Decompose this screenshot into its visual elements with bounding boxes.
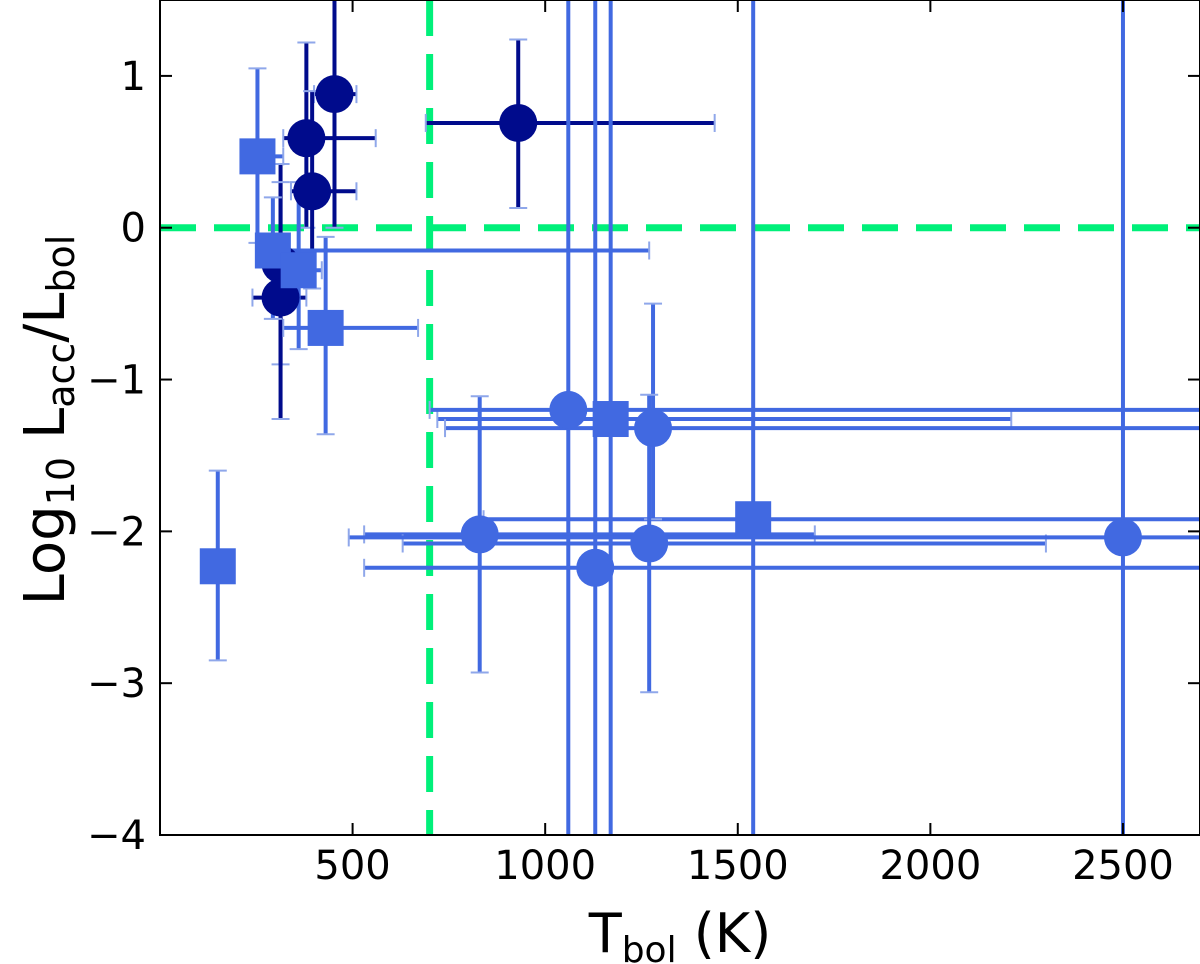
y-axis-label: Log10Lacc/Lbol [13,235,83,606]
data-markers [199,75,1142,587]
data-point-circle [293,172,332,211]
data-point-circle [630,524,669,563]
x-tick-label: 1500 [687,843,789,889]
x-tick-label: 500 [314,843,390,889]
x-axis-label: Tbol (K) [588,902,772,964]
y-tick-label: −1 [87,358,146,404]
data-point-square [735,501,772,538]
data-point-square [280,252,317,289]
y-tick-label: 0 [121,206,146,252]
x-axis-label-sub: bol [622,930,677,964]
y-axis-label-num: L [13,408,78,439]
y-axis-label-num-sub: acc [39,343,83,408]
data-point-square [239,138,276,175]
data-point-circle [549,390,588,429]
y-axis-label-den-sub: bol [39,235,83,293]
x-axis-label-suffix: (K) [677,902,772,964]
x-tick-label: 2000 [879,843,981,889]
data-point-circle [576,548,615,587]
data-point-circle [287,119,326,158]
x-axis-ticks: 500 1000 1500 2000 2500 [314,0,1174,889]
y-axis-label-den: L [13,293,78,324]
x-tick-label: 1000 [494,843,596,889]
y-axis-label-prefix: Log [13,505,78,605]
data-point-circle [634,409,673,448]
data-point-circle [460,515,499,554]
y-axis-label-slash: / [13,324,78,343]
data-point-square [199,548,236,585]
data-point-circle [315,75,354,114]
data-point-square [307,309,344,346]
data-point-square [592,401,629,438]
data-point-circle [499,103,538,142]
data-point-circle [1103,518,1142,557]
error-bars [208,0,1200,835]
y-axis-ticks: −4 −3 −2 −1 0 1 [87,54,1200,859]
y-tick-label: 1 [121,54,146,100]
y-tick-label: −2 [87,509,146,555]
x-tick-label: 2500 [1072,843,1174,889]
plot-frame [159,0,1200,836]
y-tick-label: −4 [87,813,146,859]
x-axis-label-main: T [588,902,623,964]
y-tick-label: −3 [87,661,146,707]
y-axis-label-prefix-sub: 10 [39,457,83,505]
